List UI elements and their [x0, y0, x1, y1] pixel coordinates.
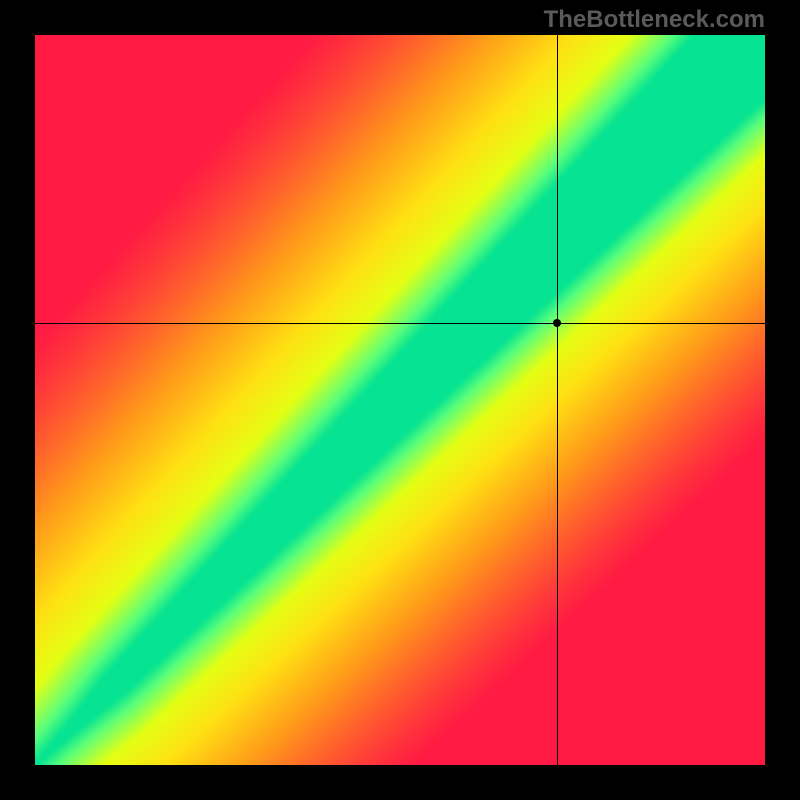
crosshair-horizontal	[35, 323, 765, 324]
watermark-text: TheBottleneck.com	[544, 6, 765, 34]
plot-frame	[35, 35, 765, 765]
bottleneck-heatmap	[35, 35, 765, 765]
selection-marker[interactable]	[553, 319, 561, 327]
crosshair-vertical	[557, 35, 558, 765]
